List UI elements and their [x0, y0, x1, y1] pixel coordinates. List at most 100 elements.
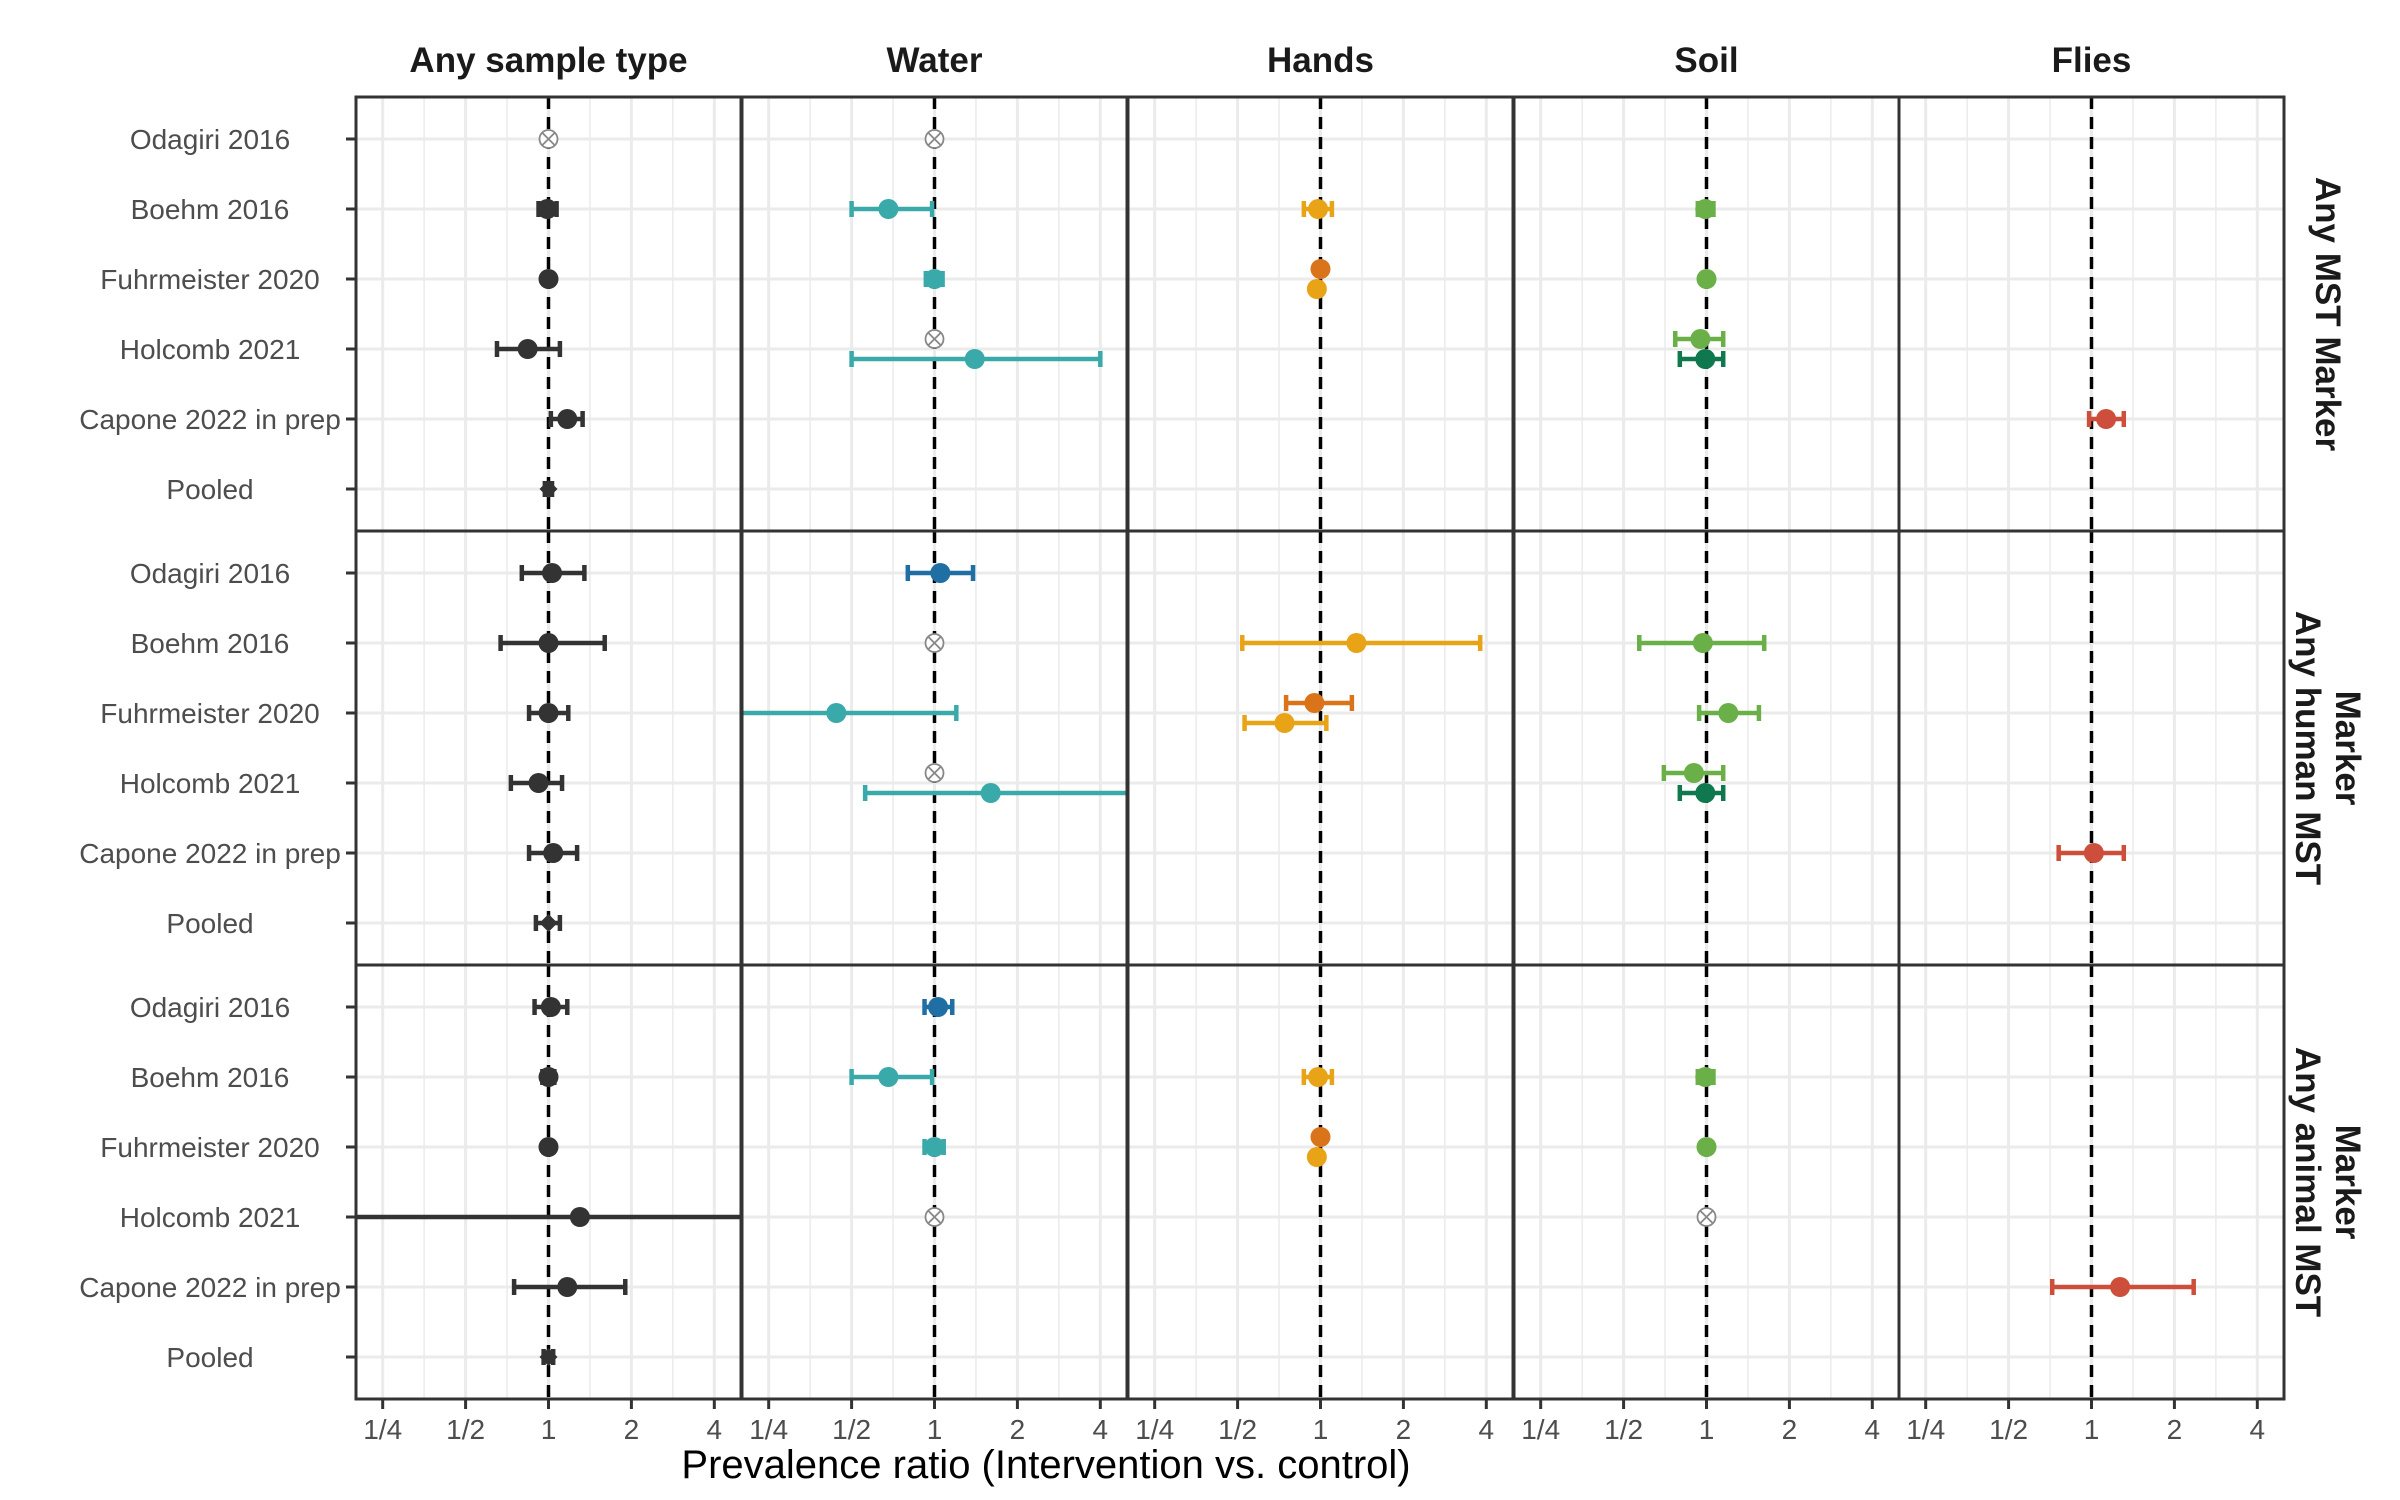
x-tick-label: 1 — [2084, 1414, 2100, 1445]
study-label: Pooled — [166, 1342, 253, 1373]
study-label: Boehm 2016 — [131, 194, 290, 225]
not-estimable-cross — [1699, 1209, 1714, 1225]
x-tick-label: 2 — [2167, 1414, 2183, 1445]
row-title: Any human MST — [2288, 611, 2327, 885]
point-estimate — [538, 703, 559, 723]
point-estimate — [1310, 1127, 1331, 1147]
point-estimate — [930, 563, 951, 583]
point-estimate — [538, 1067, 559, 1087]
study-label: Fuhrmeister 2020 — [100, 698, 319, 729]
x-tick-label: 1/4 — [1521, 1414, 1560, 1445]
column-title: Flies — [2052, 41, 2132, 80]
x-tick-label: 1 — [1313, 1414, 1329, 1445]
not-estimable-cross — [927, 635, 942, 651]
labels: Any sample type Water Hands Soil Flies Any MS… — [79, 41, 2367, 1445]
study-label: Capone 2022 in prep — [79, 838, 341, 869]
study-label: Holcomb 2021 — [120, 334, 301, 365]
x-tick-label: 1/2 — [446, 1414, 485, 1445]
x-tick-label: 1/4 — [363, 1414, 402, 1445]
row-title: Any animal MST — [2288, 1047, 2327, 1317]
study-label: Fuhrmeister 2020 — [100, 1132, 319, 1163]
point-estimate — [1308, 199, 1329, 219]
x-tick-label: 4 — [1865, 1414, 1881, 1445]
study-label: Pooled — [166, 474, 253, 505]
point-estimate — [1695, 349, 1716, 369]
point-estimate — [826, 703, 847, 723]
x-tick-label: 1/2 — [1989, 1414, 2028, 1445]
study-label: Fuhrmeister 2020 — [100, 264, 319, 295]
point-estimate — [924, 1137, 945, 1157]
x-tick-label: 4 — [2250, 1414, 2266, 1445]
study-label: Capone 2022 in prep — [79, 1272, 341, 1303]
point-estimate — [1692, 633, 1713, 653]
point-estimate — [540, 997, 561, 1017]
study-label: Odagiri 2016 — [130, 124, 290, 155]
x-tick-label: 1/4 — [1906, 1414, 1945, 1445]
point-estimate — [924, 269, 945, 289]
x-tick-label: 1/2 — [1218, 1414, 1257, 1445]
study-label: Capone 2022 in prep — [79, 404, 341, 435]
not-estimable-cross — [927, 765, 942, 781]
point-estimate — [2110, 1277, 2131, 1297]
row-title-group: Any human MST Marker — [2288, 611, 2367, 885]
x-tick-label: 1 — [541, 1414, 557, 1445]
point-estimate — [1683, 763, 1704, 783]
x-tick-label: 2 — [624, 1414, 640, 1445]
column-title: Any sample type — [409, 41, 687, 80]
study-label: Odagiri 2016 — [130, 992, 290, 1023]
x-tick-label: 4 — [1093, 1414, 1109, 1445]
point-estimate — [542, 563, 563, 583]
row-title: Marker — [2328, 691, 2367, 806]
point-estimate — [537, 199, 558, 219]
x-tick-label: 1/4 — [749, 1414, 788, 1445]
x-tick-label: 1/2 — [832, 1414, 871, 1445]
point-estimate — [1695, 199, 1716, 219]
point-estimate — [1306, 279, 1327, 299]
not-estimable-cross — [927, 1209, 942, 1225]
point-estimate — [538, 269, 559, 289]
point-estimate — [1310, 259, 1331, 279]
point-estimate — [1695, 783, 1716, 803]
row-title-group: Any animal MST Marker — [2288, 1047, 2367, 1317]
row-title: Marker — [2328, 1125, 2367, 1240]
x-tick-label: 1/2 — [1604, 1414, 1643, 1445]
x-tick-label: 4 — [1479, 1414, 1495, 1445]
x-tick-label: 1 — [927, 1414, 943, 1445]
reference-lines — [546, 97, 2094, 1399]
study-label: Boehm 2016 — [131, 628, 290, 659]
point-estimate — [964, 349, 985, 369]
point-estimate — [928, 997, 949, 1017]
column-title: Soil — [1674, 41, 1738, 80]
pooled-diamond — [539, 914, 558, 932]
point-estimate — [1696, 269, 1717, 289]
point-estimate — [1696, 1137, 1717, 1157]
point-estimate — [1695, 1067, 1716, 1087]
point-estimate — [569, 1207, 590, 1227]
x-tick-label: 1/4 — [1135, 1414, 1174, 1445]
pooled-diamond — [539, 1348, 558, 1366]
point-estimate — [538, 633, 559, 653]
point-estimate — [1308, 1067, 1329, 1087]
study-label: Holcomb 2021 — [120, 1202, 301, 1233]
point-estimate — [1718, 703, 1739, 723]
study-label: Pooled — [166, 908, 253, 939]
x-axis-title: Prevalence ratio (Intervention vs. contr… — [681, 1443, 1410, 1487]
point-estimate — [517, 339, 538, 359]
x-tick-label: 4 — [707, 1414, 723, 1445]
point-estimate — [538, 1137, 559, 1157]
column-title: Water — [887, 41, 983, 80]
study-label: Boehm 2016 — [131, 1062, 290, 1093]
x-tick-label: 2 — [1782, 1414, 1798, 1445]
x-tick-label: 1 — [1699, 1414, 1715, 1445]
point-estimate — [557, 409, 578, 429]
row-title-group: Any MST Marker — [2308, 177, 2347, 452]
point-estimate — [1690, 329, 1711, 349]
point-estimate — [2083, 843, 2104, 863]
row-title: Any MST Marker — [2308, 177, 2347, 452]
point-estimate — [1274, 713, 1295, 733]
not-estimable-cross — [927, 331, 942, 347]
x-tick-label: 2 — [1396, 1414, 1412, 1445]
point-estimate — [543, 843, 564, 863]
point-estimate — [1346, 633, 1367, 653]
point-estimate — [528, 773, 549, 793]
